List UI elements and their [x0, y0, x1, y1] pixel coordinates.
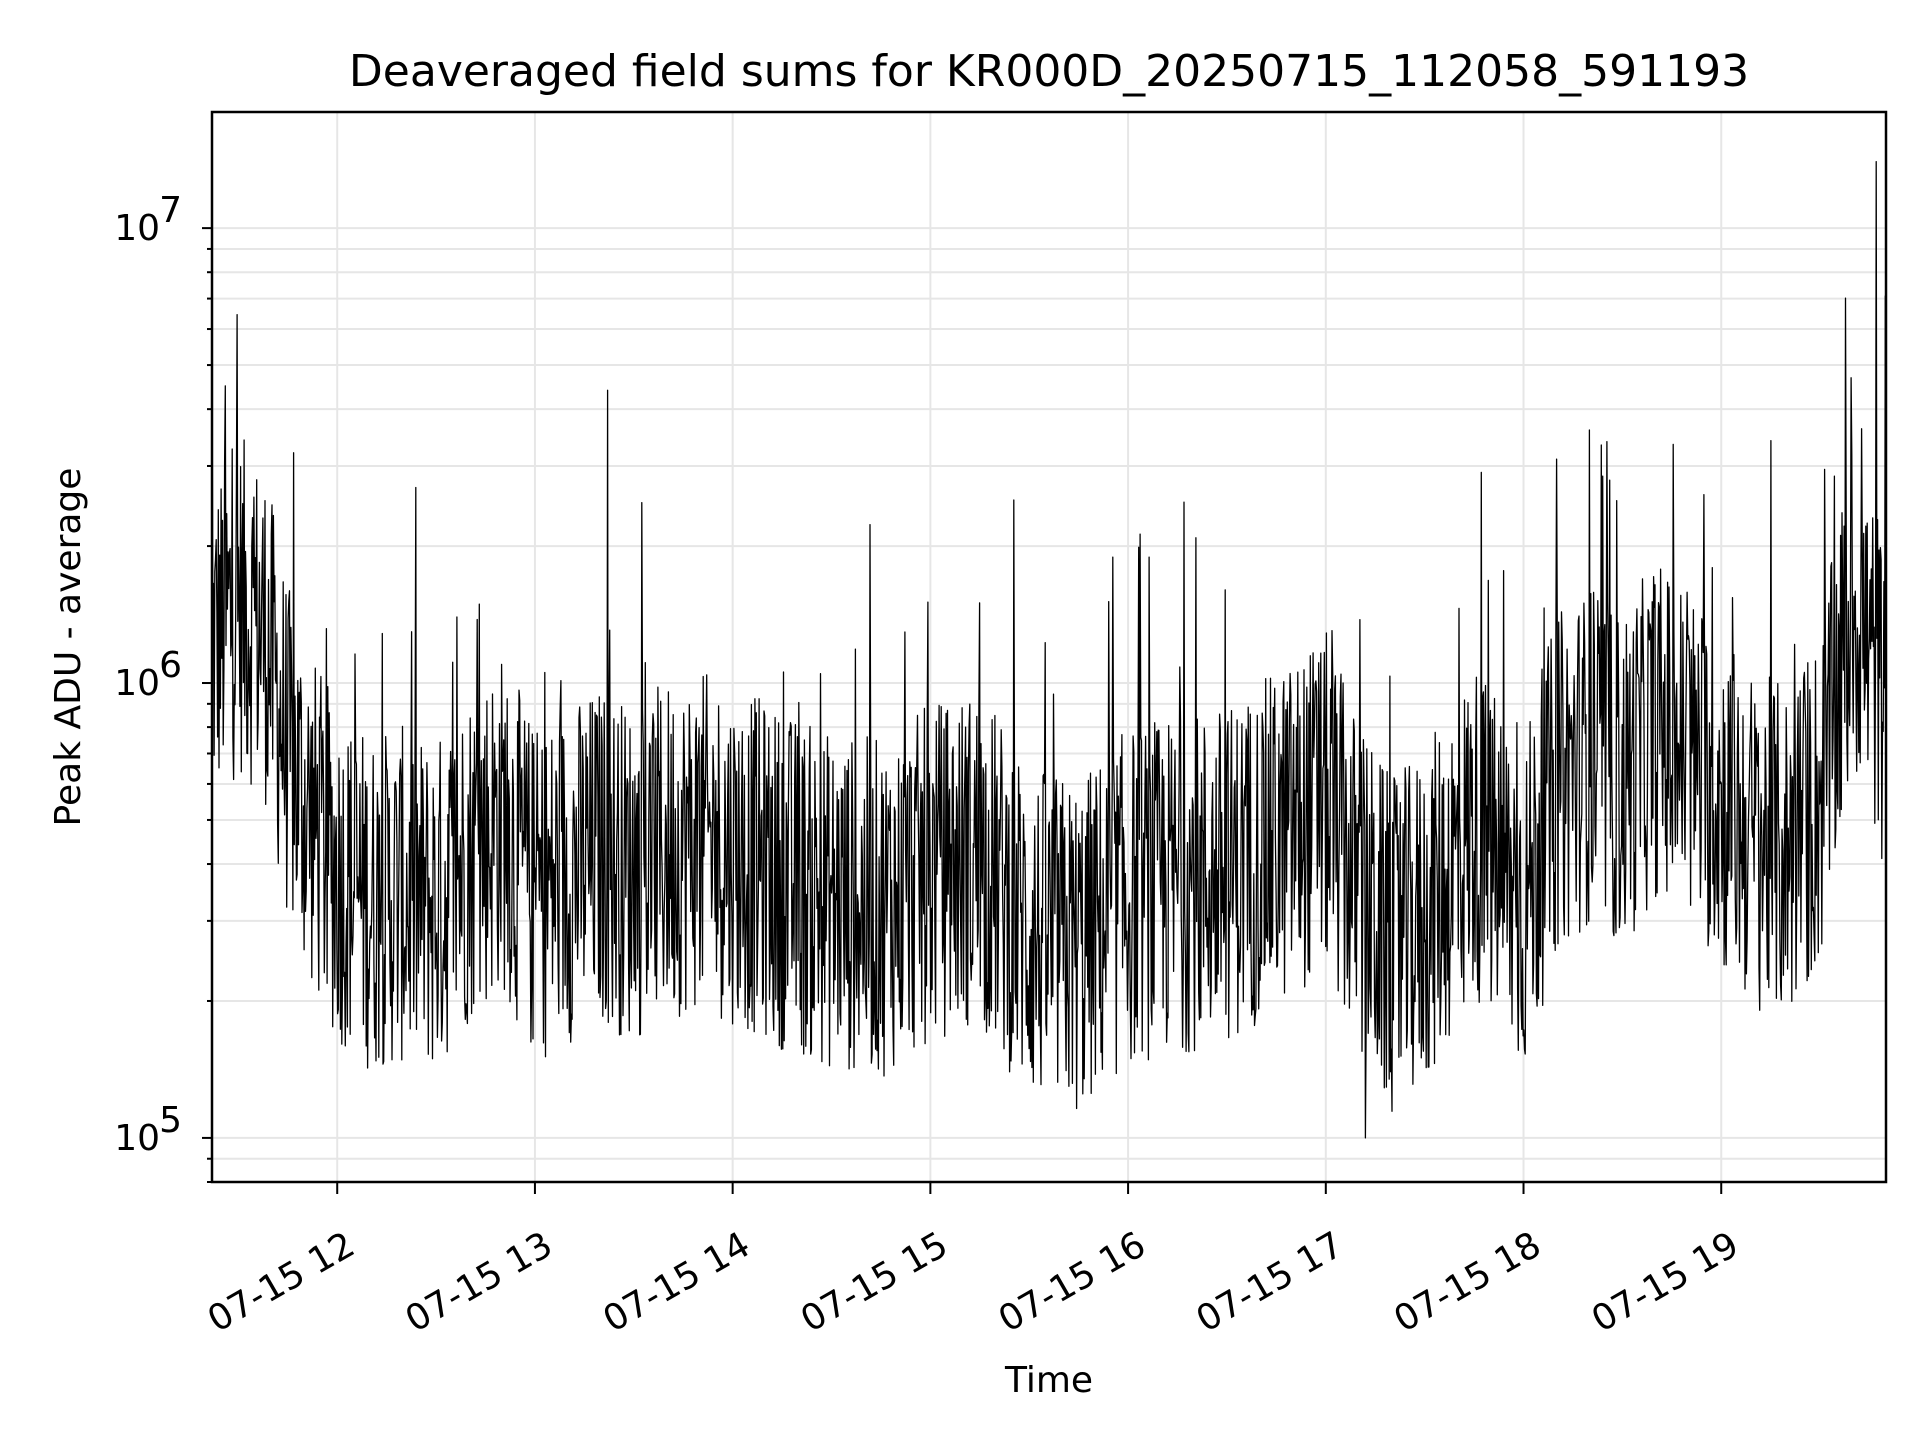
plot-frame	[210, 110, 1888, 1184]
y-axis-label: Peak ADU - average	[48, 468, 89, 827]
y-tick-base: 10	[114, 663, 160, 704]
y-tick-label: 10	[114, 208, 160, 249]
y-tick-exponent: 5	[159, 1100, 182, 1141]
chart-title: Deaveraged field sums for KR000D_2025071…	[349, 46, 1749, 97]
series-line	[211, 160, 1887, 1139]
y-tick-exponent: 6	[159, 645, 182, 686]
grid	[212, 112, 1886, 1183]
series-polyline	[211, 160, 1887, 1139]
y-tick-base: 10	[114, 1118, 160, 1159]
y-tick-base: 10	[114, 208, 160, 249]
x-axis-label: Time	[1004, 1360, 1093, 1401]
y-tick-exponent: 7	[159, 190, 182, 231]
y-tick-label: 10	[114, 1118, 160, 1159]
y-tick-label: 10	[114, 663, 160, 704]
